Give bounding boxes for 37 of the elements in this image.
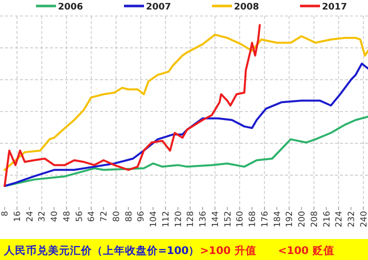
x-tick-label: 88 [124,211,134,222]
x-tick-label: 192 [285,211,296,228]
text: 人民币兑美元汇价（上年收盘价=100） [3,244,200,257]
x-tick-label: 112 [161,211,172,228]
x-tick-label: 200 [298,211,308,228]
x-tick-label: 48 [62,211,72,222]
x-tick-label: 56 [74,211,85,222]
x-tick-label: 184 [272,211,283,228]
x-tick-label: 8 [0,211,11,216]
x-tick-label: 104 [149,211,160,228]
text: <100 贬值 [278,244,334,257]
x-tick-label: 128 [186,211,196,228]
x-tick-label: 136 [198,211,209,228]
x-tick-label: 120 [174,211,184,228]
x-tick-label: 232 [346,211,357,228]
text: >100 升值 [200,244,256,257]
legend-label: 2017 [322,2,348,12]
x-tick-label: 224 [334,211,345,228]
x-tick-label: 144 [210,211,221,228]
x-tick-label: 40 [50,211,60,222]
x-tick-label: 160 [236,211,246,228]
x-tick-label: 240 [359,211,368,228]
x-tick-label: 208 [310,211,320,228]
x-tick-label: 80 [112,211,122,222]
legend-label: 2006 [58,2,84,12]
x-tick-label: 96 [136,211,147,222]
x-tick-label: 32 [38,211,48,222]
x-tick-label: 24 [25,211,36,222]
x-tick-label: 176 [260,211,270,228]
legend-label: 2007 [146,2,172,12]
x-tick-label: 64 [87,211,98,222]
x-tick-label: 168 [248,211,258,228]
x-tick-label: 216 [322,211,332,228]
x-tick-label: 72 [100,211,110,222]
x-tick-label: 152 [223,211,234,228]
x-tick-label: 16 [13,211,24,222]
legend-label: 2008 [234,2,260,12]
